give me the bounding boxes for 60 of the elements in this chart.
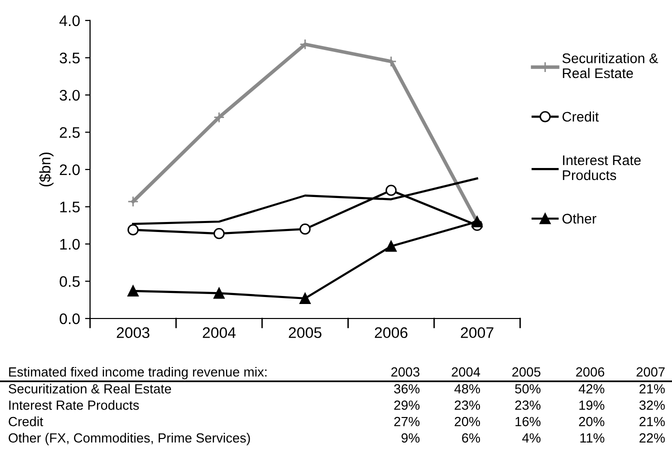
legend-label: Other bbox=[562, 213, 596, 224]
text: 6% bbox=[462, 433, 480, 443]
text: 2006 bbox=[576, 367, 604, 377]
x-tick-label: 2006 bbox=[374, 327, 408, 338]
text: Credit bbox=[8, 416, 44, 426]
y-axis-title: ($bn) bbox=[39, 152, 54, 186]
text: Other (FX, Commodities, Prime Services) bbox=[8, 432, 250, 446]
y-tick-label: 3.5 bbox=[60, 52, 80, 64]
text: Securitization & Real Estate bbox=[8, 384, 172, 394]
text: 27% bbox=[394, 416, 420, 426]
y-tick-label: 3.0 bbox=[60, 90, 80, 101]
text: 4% bbox=[522, 433, 540, 443]
x-tick-label: 2003 bbox=[116, 327, 150, 338]
y-tick-label: 4.0 bbox=[59, 15, 80, 26]
text: 29% bbox=[394, 400, 420, 410]
text: Interest Rate Products bbox=[9, 400, 139, 410]
text: 22% bbox=[640, 433, 665, 443]
text: 32% bbox=[639, 400, 665, 410]
point bbox=[128, 196, 139, 208]
legend-label: Securitization & Real Estate bbox=[562, 52, 658, 78]
point bbox=[386, 184, 397, 196]
legend-label: Interest Rate Products bbox=[562, 155, 641, 180]
text: 23% bbox=[515, 400, 540, 410]
point bbox=[214, 288, 225, 299]
text: 11% bbox=[580, 433, 604, 443]
point bbox=[214, 112, 225, 123]
text: 20% bbox=[579, 416, 604, 426]
text: 19% bbox=[579, 400, 604, 410]
y-tick-label: 0.5 bbox=[60, 276, 80, 287]
text: 36% bbox=[394, 384, 420, 394]
text: 42% bbox=[578, 384, 604, 394]
y-tick-label: 0.0 bbox=[60, 313, 80, 324]
point bbox=[300, 292, 311, 304]
y-tick-label: 2.5 bbox=[60, 127, 80, 138]
text: 50% bbox=[515, 384, 540, 394]
text: 20% bbox=[454, 416, 480, 426]
point bbox=[386, 56, 397, 68]
point bbox=[214, 228, 225, 240]
text: 48% bbox=[454, 384, 480, 394]
point bbox=[300, 224, 311, 235]
x-tick-label: 2005 bbox=[288, 327, 322, 338]
point bbox=[128, 285, 139, 296]
legend-label: Credit bbox=[562, 111, 599, 122]
x-tick-label: 2007 bbox=[460, 327, 494, 338]
text: 2007 bbox=[636, 367, 665, 377]
text: 21% bbox=[640, 416, 665, 426]
text: 9% bbox=[402, 433, 420, 443]
point bbox=[386, 240, 397, 252]
text: Estimated fixed income trading revenue mix: bbox=[9, 366, 266, 380]
text: 23% bbox=[454, 400, 480, 410]
text: 2003 bbox=[391, 367, 420, 377]
y-tick-label: 2.0 bbox=[60, 164, 80, 176]
y-tick-label: 1.0 bbox=[60, 238, 80, 250]
y-tick-label: 1.5 bbox=[60, 202, 80, 212]
point bbox=[128, 224, 139, 236]
x-tick-label: 2004 bbox=[202, 327, 236, 338]
text: 16% bbox=[516, 416, 540, 426]
text: 21% bbox=[640, 384, 665, 394]
text: 2005 bbox=[512, 367, 540, 377]
text: 2004 bbox=[452, 367, 480, 377]
